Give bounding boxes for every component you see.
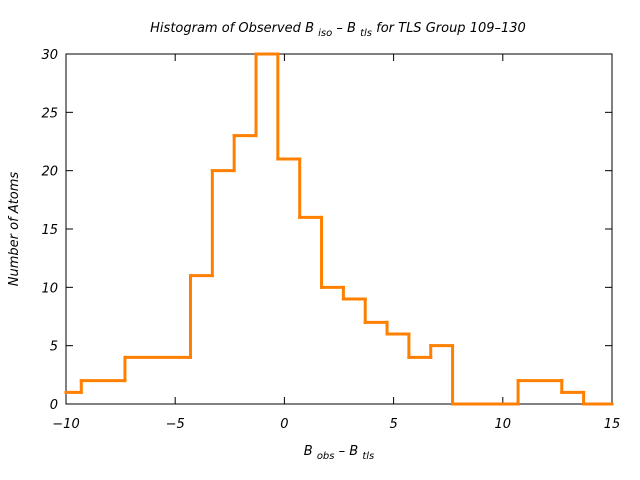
y-tick-label: 10 <box>41 281 58 296</box>
axis-tick-labels: −10 −5 0 5 10 15 0 5 10 15 20 25 30 <box>41 48 620 432</box>
x-tick-label: −10 <box>52 417 79 432</box>
chart-title: Histogram of Observed B iso – B tls for … <box>150 21 526 39</box>
y-tick-label: 15 <box>41 223 58 238</box>
y-tick-label: 5 <box>50 340 58 355</box>
x-tick-label: 0 <box>280 417 288 432</box>
plot-frame <box>65 53 613 405</box>
y-axis-label: Number of Atoms <box>7 172 22 287</box>
x-tick-label: 15 <box>604 417 621 432</box>
x-axis-label: B obs – B tls <box>304 444 375 462</box>
y-tick-label: 25 <box>41 106 58 121</box>
histogram-bars <box>64 52 614 406</box>
x-tick-label: −5 <box>166 417 185 432</box>
x-tick-label: 5 <box>389 417 397 432</box>
axis-ticks <box>65 53 613 405</box>
y-tick-label: 20 <box>41 165 58 180</box>
y-tick-label: 0 <box>50 398 58 413</box>
y-tick-label: 30 <box>41 48 58 63</box>
x-tick-label: 10 <box>495 417 512 432</box>
